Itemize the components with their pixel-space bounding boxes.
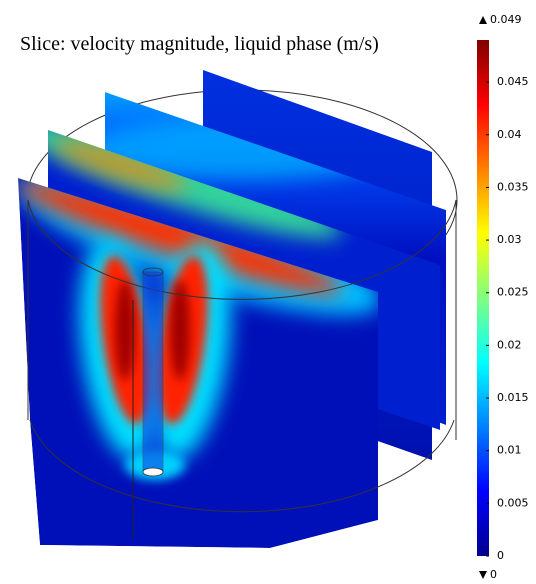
colorbar [477, 40, 489, 556]
tick-label: 0.04 [497, 128, 522, 141]
max-label: 0.049 [490, 13, 522, 26]
tick-label: 0.025 [497, 286, 529, 299]
scene [7, 70, 457, 548]
tick-label: 0.03 [497, 233, 522, 246]
max-arrow [479, 16, 487, 24]
tick-label: 0.02 [497, 338, 522, 351]
tick-label: 0.015 [497, 391, 529, 404]
tick-label: 0 [497, 549, 504, 562]
tick-label: 0.035 [497, 180, 529, 193]
min-label: 0 [490, 568, 497, 581]
tick-label: 0.005 [497, 496, 529, 509]
chart: Slice: velocity magnitude, liquid phase … [0, 0, 536, 584]
tick-label: 0.01 [497, 444, 522, 457]
tick-label: 0.045 [497, 75, 529, 88]
chart-title: Slice: velocity magnitude, liquid phase … [20, 33, 379, 55]
min-arrow [479, 571, 487, 579]
